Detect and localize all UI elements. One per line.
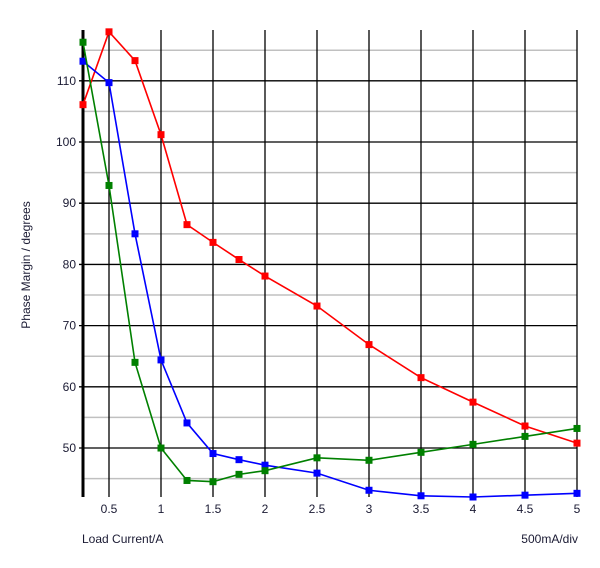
data-point-green [235, 470, 243, 478]
data-point-blue [79, 57, 87, 65]
data-point-green [79, 38, 87, 46]
data-point-blue [365, 486, 373, 494]
series-layer [79, 28, 581, 501]
y-tick-label: 90 [63, 196, 77, 210]
y-tick-label: 100 [56, 135, 76, 149]
data-point-blue [573, 489, 581, 497]
data-point-green [131, 358, 139, 366]
data-point-red [313, 302, 321, 310]
data-point-red [209, 238, 217, 246]
y-axis-label: Phase Margin / degrees [19, 201, 33, 328]
series-line-green [82, 42, 578, 483]
x-tick-label: 3.5 [413, 502, 430, 516]
data-point-blue [105, 79, 113, 87]
data-point-blue [469, 493, 477, 501]
data-point-green [313, 454, 321, 462]
y-tick-label: 80 [63, 257, 77, 271]
x-tick-label: 5 [574, 502, 581, 516]
data-point-green [521, 432, 529, 440]
data-point-green [573, 424, 581, 432]
y-tick-label: 50 [63, 441, 77, 455]
data-point-red [417, 374, 425, 382]
data-point-blue [521, 491, 529, 499]
data-point-blue [157, 356, 165, 364]
data-point-red [573, 439, 581, 447]
data-point-red [261, 272, 269, 280]
data-point-red [235, 256, 243, 264]
scale-note: 500mA/div [521, 532, 578, 546]
series-line-red [82, 30, 578, 444]
data-point-green [105, 181, 113, 189]
x-axis-label: Load Current/A [82, 532, 163, 546]
data-point-blue [209, 450, 217, 458]
data-point-red [105, 28, 113, 36]
y-tick-label: 110 [57, 74, 76, 88]
data-point-red [469, 398, 477, 406]
x-tick-label: 4 [470, 502, 477, 516]
data-point-red [183, 221, 191, 229]
data-point-red [521, 422, 529, 430]
series-line-blue [82, 60, 578, 498]
data-point-green [365, 456, 373, 464]
x-tick-label: 1.5 [205, 502, 222, 516]
data-point-green [417, 448, 425, 456]
x-tick-label: 3 [366, 502, 373, 516]
data-point-red [131, 57, 139, 65]
data-point-blue [417, 492, 425, 500]
data-point-blue [261, 461, 269, 469]
data-point-blue [131, 230, 139, 238]
data-point-red [365, 341, 373, 349]
data-point-green [183, 476, 191, 484]
y-tick-label: 70 [63, 319, 77, 333]
x-tick-label: 4.5 [517, 502, 534, 516]
x-tick-label: 2.5 [309, 502, 326, 516]
x-tick-label: 0.5 [101, 502, 118, 516]
data-point-green [157, 444, 165, 452]
data-point-blue [313, 469, 321, 477]
grid [79, 30, 578, 497]
y-tick-label: 60 [63, 380, 77, 394]
data-point-red [79, 101, 87, 109]
data-point-blue [183, 419, 191, 427]
x-tick-label: 1 [158, 502, 165, 516]
data-point-red [157, 131, 165, 139]
tick-labels: 50 60 70 80 90 100 110 0.5 1 1.5 2 2.5 3 3.5 4 4.5 5 [56, 74, 581, 516]
data-point-green [469, 440, 477, 448]
x-tick-label: 2 [262, 502, 269, 516]
data-point-green [209, 478, 217, 486]
data-point-blue [235, 456, 243, 464]
data-point-green [261, 467, 269, 475]
